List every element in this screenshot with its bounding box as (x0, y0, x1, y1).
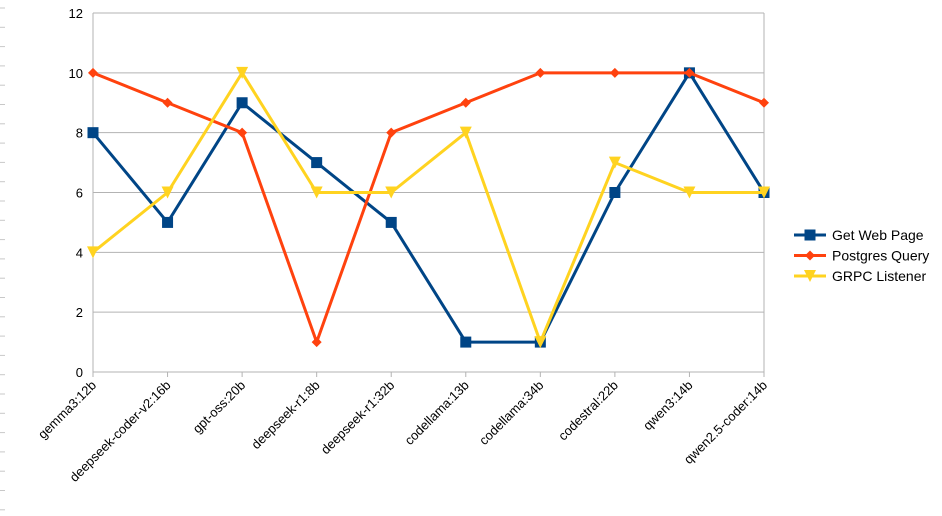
triangle-marker (87, 246, 99, 259)
triangle-marker (459, 126, 472, 139)
diamond-marker (805, 250, 815, 261)
square-marker (87, 127, 99, 139)
left-edge-ticks (0, 7, 5, 511)
x-tick-label: codellama:34b (476, 378, 546, 448)
square-marker (609, 187, 621, 198)
diamond-marker (609, 67, 620, 78)
y-tick-label: 10 (69, 66, 83, 81)
series-get-web-page (87, 67, 770, 348)
diamond-marker (460, 97, 471, 108)
legend-item: Get Web Page (794, 227, 924, 243)
x-tick-label: codellama:13b (401, 378, 471, 448)
triangle-marker (310, 186, 323, 199)
x-tick-label: gemma3:12b (35, 378, 99, 442)
x-tick-label: deepseek-r1:32b (318, 378, 398, 458)
legend-item: GRPC Listener (794, 268, 926, 284)
axes (92, 13, 765, 377)
series-line (92, 71, 764, 344)
x-tick-label: qwen3:14b (640, 378, 696, 434)
series-grpc-listener (87, 66, 770, 349)
triangle-marker (608, 156, 621, 169)
triangle-marker (683, 186, 696, 199)
triangle-marker (758, 186, 770, 199)
data-series (87, 66, 770, 349)
triangle-marker (804, 270, 816, 282)
triangle-marker (161, 186, 174, 199)
triangle-marker (385, 186, 398, 199)
diamond-marker (162, 97, 173, 108)
y-tick-label: 4 (76, 245, 83, 260)
triangle-marker (236, 66, 249, 79)
y-tick-label: 0 (76, 365, 83, 380)
x-tick-label: gpt-oss:20b (190, 378, 249, 437)
diamond-marker (237, 127, 248, 138)
diamond-marker (759, 97, 769, 108)
x-tick-label: qwen2.5-coder:14b (681, 378, 770, 467)
square-marker (460, 336, 472, 348)
square-marker (162, 216, 174, 228)
y-tick-label: 6 (76, 186, 83, 201)
series-line (91, 71, 766, 344)
diamond-marker (88, 67, 98, 78)
legend-label: Postgres Query (832, 248, 929, 264)
y-tick-label: 2 (76, 305, 83, 320)
legend: Get Web Page Postgres Query GRPC Listener (794, 227, 929, 284)
series-postgres-query (88, 67, 769, 348)
diamond-marker (684, 67, 695, 78)
x-tick-label: deepseek-r1:8b (248, 378, 322, 452)
square-marker (236, 97, 248, 109)
x-tick-label: codestral:22b (555, 378, 621, 444)
y-axis-tick-labels: 0 2 4 6 8 10 12 (69, 6, 83, 380)
series-line (92, 71, 765, 344)
diamond-marker (386, 127, 397, 138)
triangle-marker (534, 336, 547, 349)
y-tick-label: 12 (69, 6, 83, 21)
square-marker (804, 229, 816, 241)
legend-label: Get Web Page (832, 227, 924, 243)
square-marker (311, 157, 323, 169)
square-marker (385, 216, 397, 228)
y-tick-label: 8 (76, 126, 83, 141)
diamond-marker (311, 337, 322, 348)
legend-label: GRPC Listener (832, 268, 926, 284)
legend-item: Postgres Query (794, 248, 929, 264)
diamond-marker (535, 67, 546, 78)
